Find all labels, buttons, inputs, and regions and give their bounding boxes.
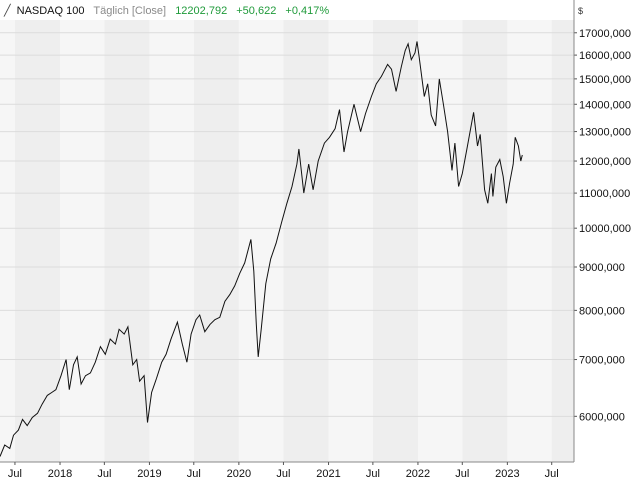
background-band (462, 20, 508, 462)
series-line (0, 41, 523, 457)
x-tick-label: Jul (276, 468, 290, 480)
background-band (14, 20, 61, 462)
background-band (0, 20, 15, 462)
change-percent: +0,417% (285, 5, 330, 17)
chart-type-icon: ╱ (4, 5, 11, 17)
y-tick-label: 7000,000 (579, 355, 625, 367)
y-tick-label: 14000,000 (579, 99, 631, 111)
background-bands (0, 20, 574, 462)
background-band (149, 20, 194, 462)
y-tick-label: 6000,000 (579, 411, 625, 423)
x-tick-label: Jul (187, 468, 201, 480)
x-tick-label: 2018 (48, 468, 72, 480)
background-band (551, 20, 574, 462)
last-value: 12202,792 (175, 5, 228, 17)
x-tick-label: 2021 (316, 468, 340, 480)
x-tick-label: 2020 (227, 468, 251, 480)
x-tick-label: Jul (8, 468, 22, 480)
currency-label: $ (578, 6, 584, 16)
background-band (328, 20, 373, 462)
y-tick-label: 13000,000 (579, 127, 631, 139)
y-tick-label: 11000,000 (579, 188, 630, 200)
y-tick-label: 8000,000 (579, 305, 625, 317)
background-band (372, 20, 418, 462)
y-tick-label: 17000,000 (579, 28, 631, 40)
y-axis: 6000,000 7000,000 8000,000 9000,000 10000,00… (573, 0, 631, 462)
background-band (104, 20, 150, 462)
change-value: +50,622 (236, 5, 277, 17)
y-tick-label: 9000,000 (579, 262, 625, 274)
x-tick-label: 2019 (137, 468, 161, 480)
x-tick-label: Jul (455, 468, 469, 480)
x-tick-label: Jul (97, 468, 111, 480)
background-band (60, 20, 105, 462)
y-tick-label: 10000,000 (579, 223, 631, 235)
chart-header: ╱ NASDAQ 100 Täglich [Close] 12202,792 +5… (4, 2, 335, 20)
x-tick-label: Jul (366, 468, 380, 480)
x-tick-label: 2023 (495, 468, 519, 480)
x-tick-label: Jul (545, 468, 559, 480)
y-tick-label: 12000,000 (579, 156, 631, 168)
y-tick-label: 15000,000 (579, 74, 631, 86)
background-band (283, 20, 329, 462)
background-band (507, 20, 552, 462)
instrument-name: NASDAQ 100 (16, 5, 85, 17)
x-tick-label: 2022 (406, 468, 430, 480)
background-band (238, 20, 284, 462)
background-band (193, 20, 239, 462)
interval-label: Täglich [Close] (93, 5, 167, 17)
y-tick-label: 16000,000 (579, 50, 631, 62)
x-axis: Jul 2018 Jul 2019 Jul 2020 Jul 2021 Jul 2022 Jul 20… (0, 461, 574, 480)
